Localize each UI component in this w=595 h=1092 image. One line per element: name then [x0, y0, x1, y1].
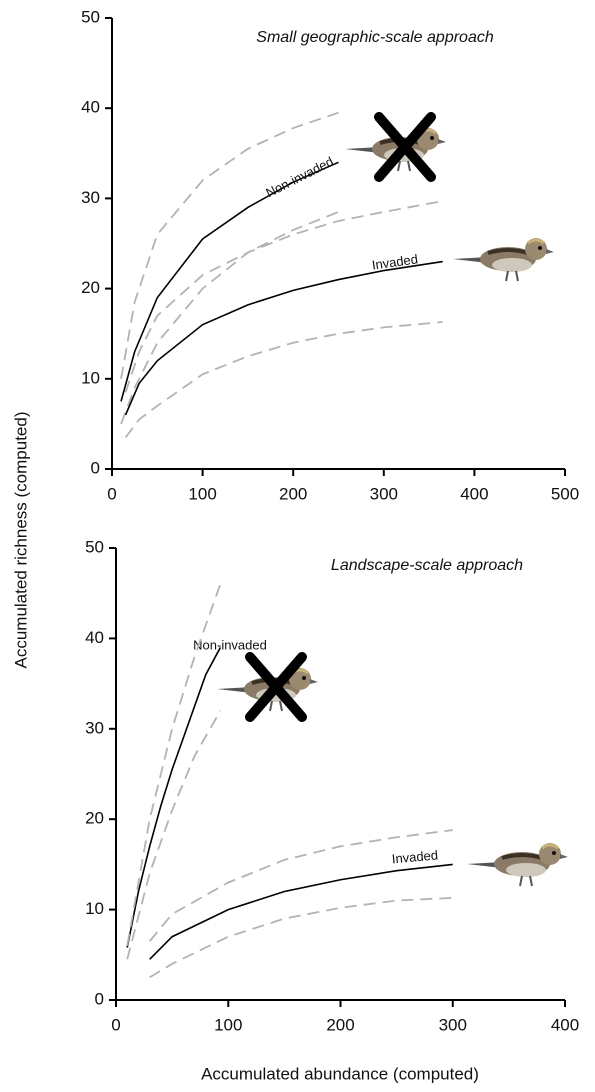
y-tick-label: 20 [85, 809, 104, 828]
panel-title: Landscape-scale approach [331, 557, 523, 574]
y-tick-label: 50 [85, 537, 104, 556]
bird-icon [451, 236, 556, 283]
x-tick-label: 0 [107, 484, 116, 503]
y-axis-label: Accumulated richness (computed) [11, 411, 30, 668]
y-tick-label: 10 [81, 368, 100, 387]
x-tick-label: 0 [111, 1015, 120, 1034]
x-tick-label: 200 [279, 484, 307, 503]
x-tick-label: 300 [370, 484, 398, 503]
ci-line [148, 829, 453, 942]
ci-line [120, 211, 339, 425]
y-tick-label: 0 [95, 989, 104, 1008]
x-tick-label: 500 [551, 484, 579, 503]
x-tick-label: 100 [188, 484, 216, 503]
mean-line [120, 161, 339, 402]
mean-line [126, 647, 222, 948]
ci-line [124, 321, 443, 438]
y-tick-label: 20 [81, 278, 100, 297]
x-axis-label: Accumulated abundance (computed) [201, 1064, 479, 1083]
curve-label: Invaded [391, 847, 438, 866]
ci-line [126, 583, 222, 946]
ci-line [124, 200, 443, 393]
x-tick-label: 400 [551, 1015, 579, 1034]
ci-line [120, 111, 339, 379]
y-tick-label: 50 [81, 7, 100, 26]
curve-label: Non-invaded [263, 154, 335, 201]
y-tick-label: 30 [81, 188, 100, 207]
mean-line [124, 260, 443, 416]
curve-label: Invaded [371, 251, 419, 272]
ci-line [126, 710, 222, 960]
x-tick-label: 100 [214, 1015, 242, 1034]
x-tick-label: 400 [460, 484, 488, 503]
curve-label: Non-invaded [193, 637, 267, 652]
x-tick-label: 200 [326, 1015, 354, 1034]
y-tick-label: 10 [85, 899, 104, 918]
mean-line [149, 863, 453, 960]
y-tick-label: 0 [91, 458, 100, 477]
y-tick-label: 40 [81, 98, 100, 117]
y-tick-label: 40 [85, 628, 104, 647]
ci-line [149, 896, 453, 979]
y-tick-label: 30 [85, 718, 104, 737]
panel-title: Small geographic-scale approach [256, 29, 494, 46]
x-tick-label: 300 [439, 1015, 467, 1034]
bird-icon [465, 841, 570, 888]
